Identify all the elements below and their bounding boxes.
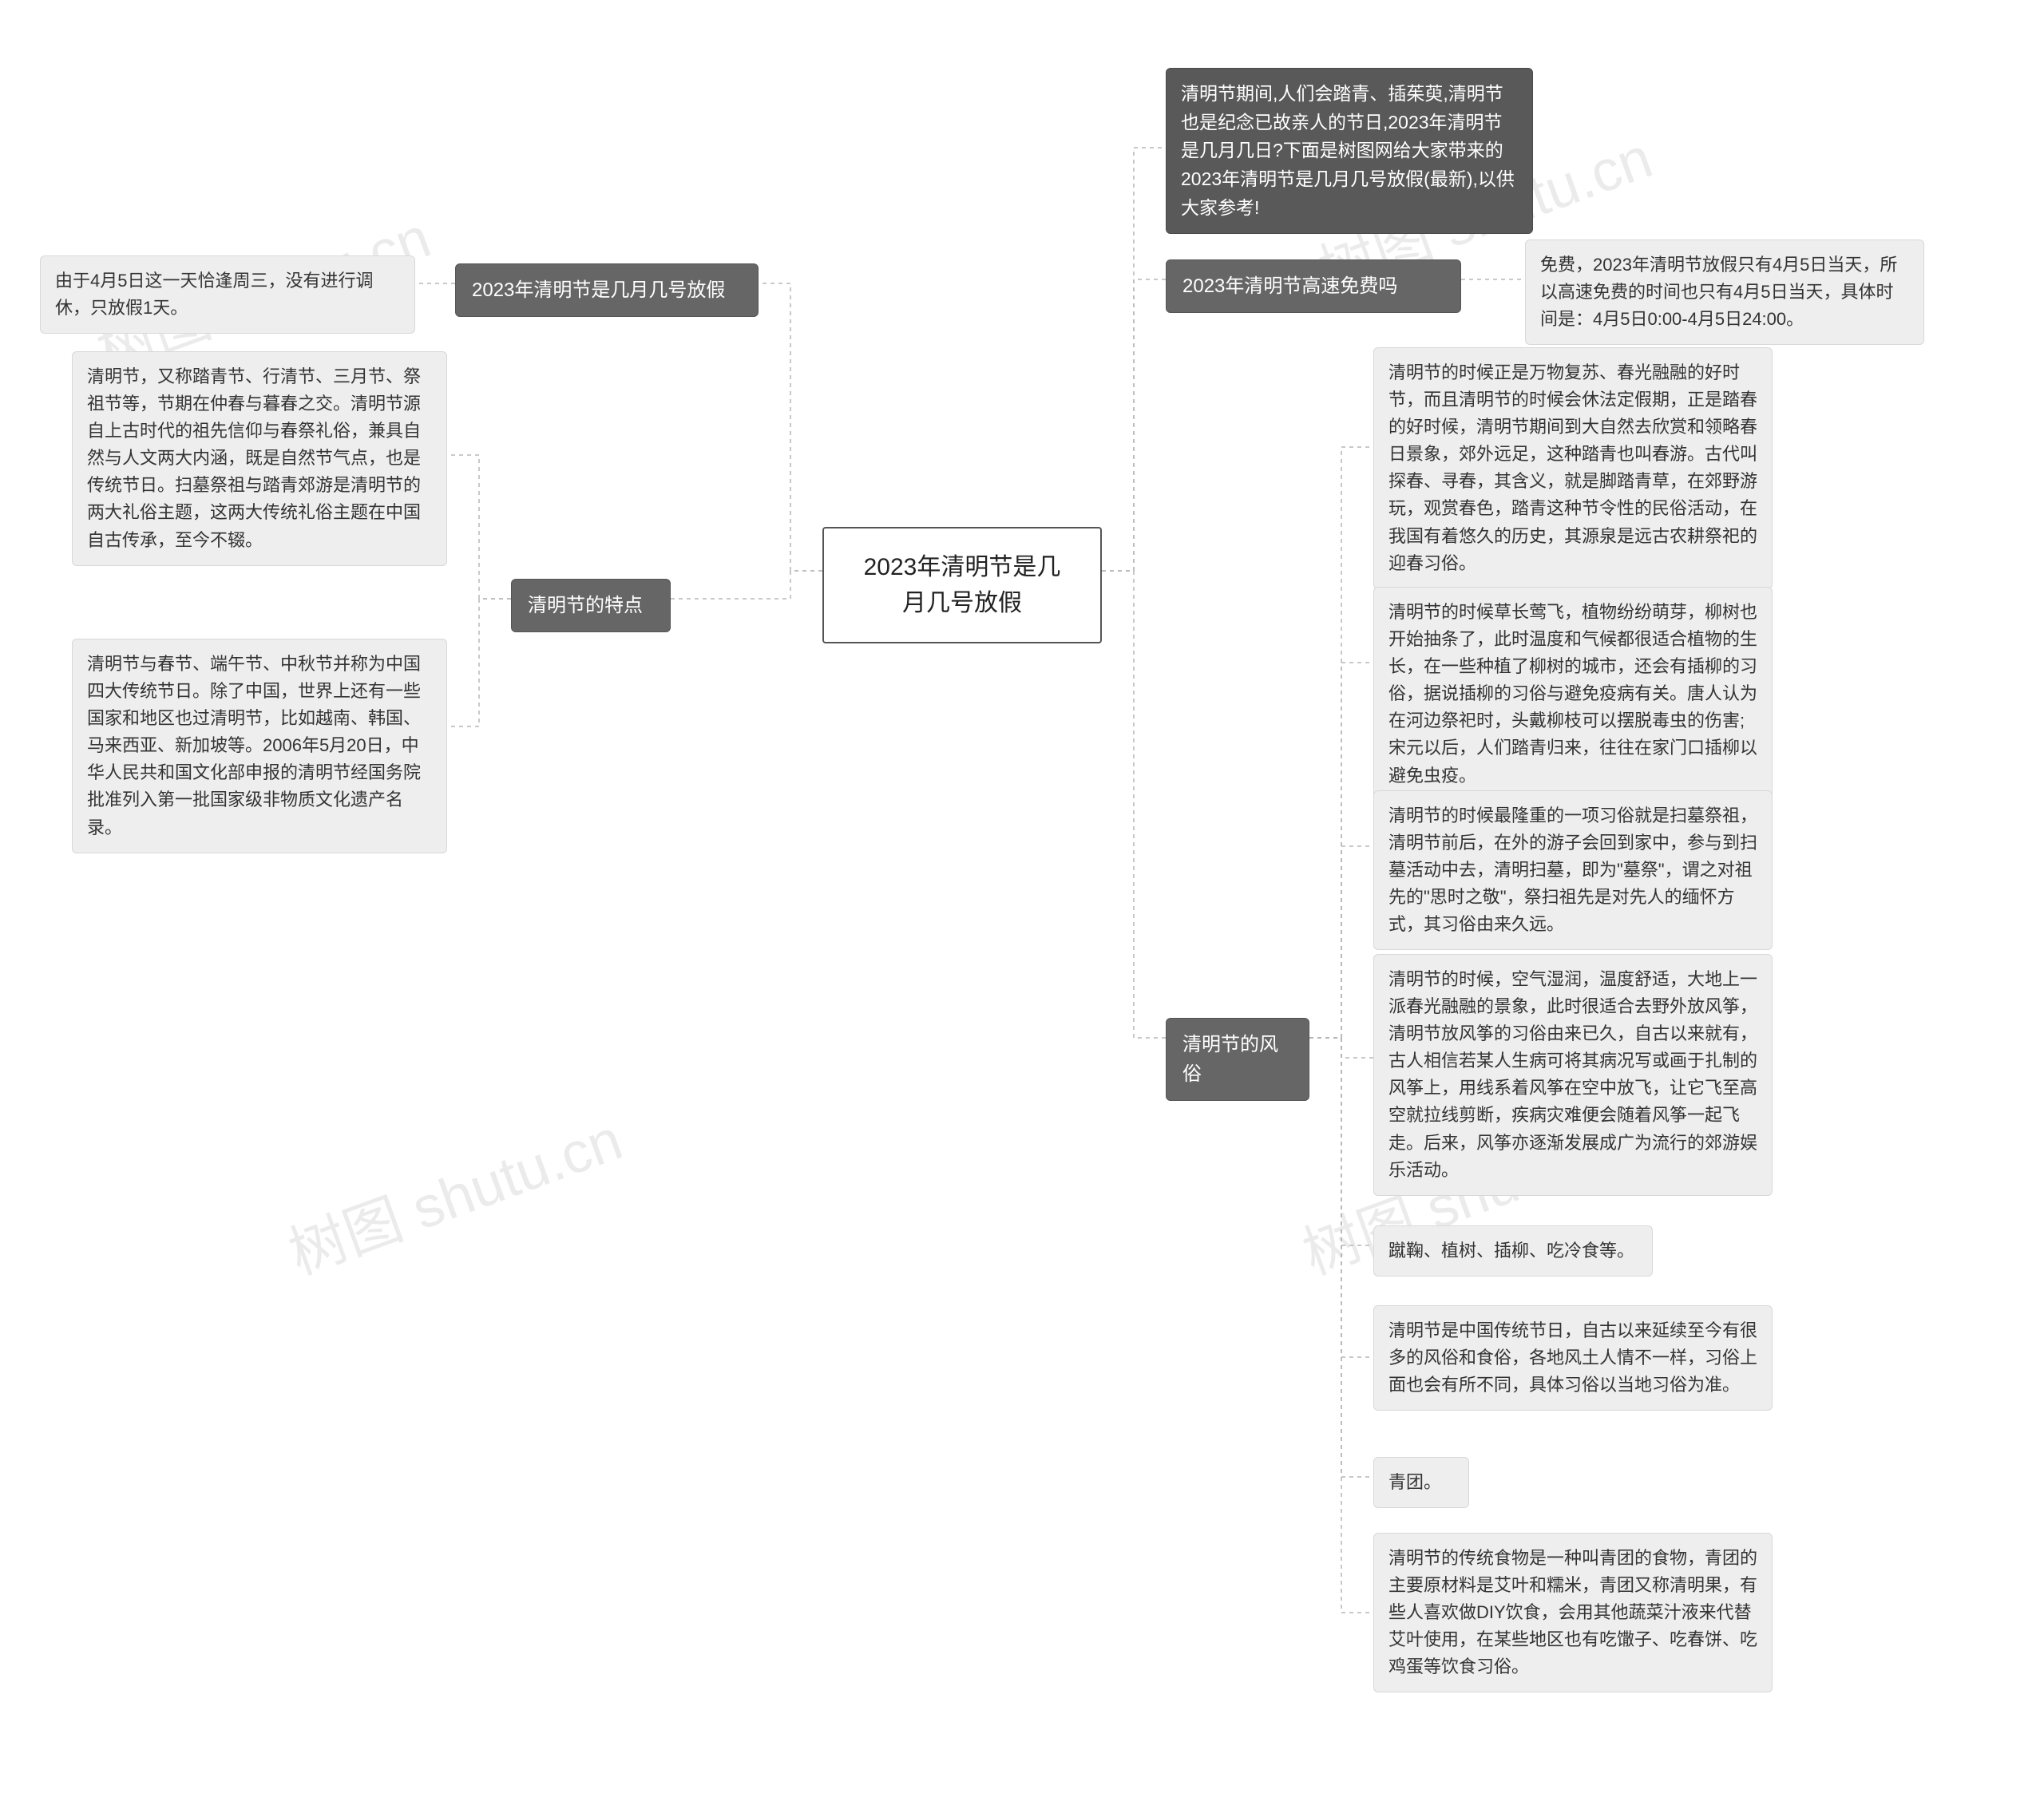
- leaf-right-customs-2: 清明节的时候草长莺飞，植物纷纷萌芽，柳树也开始抽条了，此时温度和气候都很适合植物…: [1373, 587, 1773, 802]
- leaf-right-customs-3: 清明节的时候最隆重的一项习俗就是扫墓祭祖，清明节前后，在外的游子会回到家中，参与…: [1373, 790, 1773, 950]
- leaf-right-customs-4: 清明节的时候，空气湿润，温度舒适，大地上一派春光融融的景象，此时很适合去野外放风…: [1373, 954, 1773, 1196]
- branch-right-highway: 2023年清明节高速免费吗: [1166, 259, 1461, 313]
- leaf-right-customs-5: 蹴鞠、植树、插柳、吃冷食等。: [1373, 1225, 1653, 1277]
- leaf-right-customs-8: 清明节的传统食物是一种叫青团的食物，青团的主要原材料是艾叶和糯米，青团又称清明果…: [1373, 1533, 1773, 1692]
- leaf-text: 蹴鞠、植树、插柳、吃冷食等。: [1388, 1241, 1634, 1261]
- leaf-right-highway-detail: 免费，2023年清明节放假只有4月5日当天，所以高速免费的时间也只有4月5日当天…: [1525, 239, 1924, 345]
- leaf-right-customs-7: 青团。: [1373, 1457, 1469, 1508]
- leaf-right-customs-6: 清明节是中国传统节日，自古以来延续至今有很多的风俗和食俗，各地风土人情不一样，习…: [1373, 1305, 1773, 1411]
- branch-right-highway-label: 2023年清明节高速免费吗: [1182, 275, 1397, 297]
- center-title: 2023年清明节是几月几号放假: [864, 554, 1061, 616]
- leaf-text: 清明节期间,人们会踏青、插茱萸,清明节也是纪念已故亲人的节日,2023年清明节是…: [1181, 83, 1515, 218]
- branch-left-holiday: 2023年清明节是几月几号放假: [455, 263, 759, 317]
- leaf-text: 清明节的传统食物是一种叫青团的食物，青团的主要原材料是艾叶和糯米，青团又称清明果…: [1388, 1548, 1757, 1676]
- leaf-text: 清明节的时候，空气湿润，温度舒适，大地上一派春光融融的景象，此时很适合去野外放风…: [1388, 969, 1757, 1180]
- leaf-right-customs-1: 清明节的时候正是万物复苏、春光融融的好时节，而且清明节的时候会休法定假期，正是踏…: [1373, 347, 1773, 589]
- leaf-text: 青团。: [1388, 1472, 1441, 1492]
- leaf-left-holiday-detail: 由于4月5日这一天恰逢周三，没有进行调休，只放假1天。: [40, 255, 415, 334]
- leaf-text: 清明节的时候正是万物复苏、春光融融的好时节，而且清明节的时候会休法定假期，正是踏…: [1388, 362, 1757, 573]
- leaf-left-features-2: 清明节与春节、端午节、中秋节并称为中国四大传统节日。除了中国，世界上还有一些国家…: [72, 639, 447, 853]
- leaf-left-features-1: 清明节，又称踏青节、行清节、三月节、祭祖节等，节期在仲春与暮春之交。清明节源自上…: [72, 351, 447, 566]
- leaf-text: 清明节，又称踏青节、行清节、三月节、祭祖节等，节期在仲春与暮春之交。清明节源自上…: [87, 366, 421, 550]
- leaf-text: 清明节的时候最隆重的一项习俗就是扫墓祭祖，清明节前后，在外的游子会回到家中，参与…: [1388, 806, 1757, 934]
- leaf-text: 清明节的时候草长莺飞，植物纷纷萌芽，柳树也开始抽条了，此时温度和气候都很适合植物…: [1388, 602, 1757, 786]
- leaf-text: 免费，2023年清明节放假只有4月5日当天，所以高速免费的时间也只有4月5日当天…: [1540, 255, 1897, 329]
- watermark: 树图 shutu.cn: [275, 1093, 632, 1291]
- leaf-right-intro: 清明节期间,人们会踏青、插茱萸,清明节也是纪念已故亲人的节日,2023年清明节是…: [1166, 68, 1533, 234]
- branch-right-customs: 清明节的风俗: [1166, 1018, 1309, 1101]
- center-node: 2023年清明节是几月几号放假: [822, 527, 1102, 643]
- leaf-text: 清明节是中国传统节日，自古以来延续至今有很多的风俗和食俗，各地风土人情不一样，习…: [1388, 1320, 1757, 1395]
- branch-left-features: 清明节的特点: [511, 579, 671, 632]
- branch-left-holiday-label: 2023年清明节是几月几号放假: [472, 279, 725, 301]
- leaf-text: 由于4月5日这一天恰逢周三，没有进行调休，只放假1天。: [55, 271, 373, 318]
- branch-left-features-label: 清明节的特点: [528, 595, 643, 616]
- leaf-text: 清明节与春节、端午节、中秋节并称为中国四大传统节日。除了中国，世界上还有一些国家…: [87, 654, 421, 837]
- branch-right-customs-label: 清明节的风俗: [1182, 1034, 1278, 1085]
